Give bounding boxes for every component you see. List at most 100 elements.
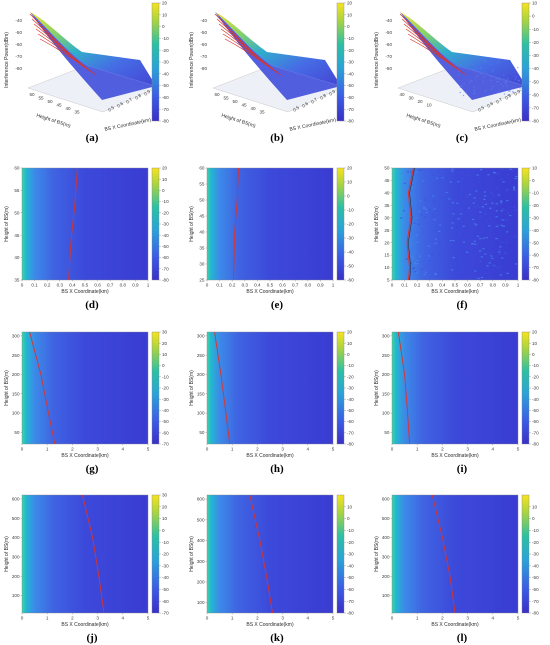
colorbar-tick-label: -10 — [347, 36, 354, 41]
x-tick-label: 0.1 — [216, 283, 223, 288]
colorbar-tick-label: 30 — [162, 330, 168, 335]
noise-speck — [500, 274, 502, 275]
noise-speck — [497, 81, 498, 82]
y-tick-label: 100 — [12, 593, 20, 598]
noise-speck — [412, 268, 414, 269]
x-tick-label: 0.5 — [267, 283, 274, 288]
colorbar-tick-label: 10 — [532, 166, 538, 171]
z-tick-label: -70 — [200, 54, 207, 59]
noise-speck — [496, 203, 498, 204]
panel-label: (j) — [87, 632, 98, 644]
z-tick-label: -80 — [15, 66, 22, 71]
noise-speck — [429, 260, 431, 261]
noise-speck — [468, 207, 470, 208]
noise-speck — [489, 208, 491, 209]
noise-speck — [506, 190, 508, 191]
colorbar-tick-label: -50 — [162, 419, 169, 424]
noise-speck — [427, 245, 429, 246]
noise-speck — [461, 189, 463, 190]
noise-speck — [515, 263, 517, 264]
colorbar-tick-label: -60 — [532, 587, 539, 592]
x-tick-label: 2 — [71, 616, 74, 621]
noise-speck — [458, 71, 459, 72]
noise-speck — [483, 199, 485, 200]
x-tick-label: 1 — [147, 283, 150, 288]
noise-speck — [519, 80, 520, 81]
y-tick-label: 30 — [199, 262, 205, 267]
noise-speck — [517, 67, 518, 68]
noise-speck — [474, 69, 475, 70]
noise-speck — [432, 214, 434, 215]
x-tick-label: 0.4 — [69, 283, 76, 288]
colorbar-tick-label: 10 — [532, 341, 538, 346]
noise-speck — [492, 86, 493, 87]
panel-label: (g) — [86, 463, 99, 475]
y-axis-label: Height of BS(m) — [220, 113, 256, 130]
x-tick-label: 2 — [256, 447, 259, 452]
noise-speck — [466, 171, 468, 172]
x-tick-label: 0.7 — [477, 283, 484, 288]
colorbar-tick-label: -40 — [532, 397, 539, 402]
noise-speck — [455, 194, 457, 195]
noise-speck — [506, 200, 508, 201]
heatmap-area — [22, 332, 148, 444]
z-axis-label: Interference Power(dBm) — [374, 32, 380, 88]
colorbar-tick-label: -40 — [532, 228, 539, 233]
colorbar-tick-label: -20 — [162, 552, 169, 557]
heatmap-area — [392, 495, 518, 613]
colorbar-tick-label: -60 — [347, 95, 354, 100]
noise-speck — [474, 197, 476, 198]
contour-line — [221, 29, 273, 69]
noise-speck — [491, 88, 492, 89]
x-tick-label: 2 — [71, 447, 74, 452]
colorbar-tick-label: -40 — [347, 250, 354, 255]
noise-speck — [460, 87, 461, 88]
noise-speck — [402, 187, 404, 188]
x-tick-label: 1 — [332, 283, 335, 288]
noise-speck — [411, 243, 413, 244]
noise-speck — [424, 274, 426, 275]
noise-speck — [504, 251, 506, 252]
colorbar-tick-label: 0 — [347, 24, 350, 29]
heatmap-area — [207, 332, 333, 444]
colorbar — [337, 168, 344, 280]
noise-speck — [459, 232, 461, 233]
y-tick-label: 200 — [382, 372, 390, 377]
noise-speck — [479, 238, 481, 239]
x-tick-label: 0.3 — [57, 283, 64, 288]
noise-speck — [463, 226, 465, 227]
z-tick-label: -80 — [385, 66, 392, 71]
colorbar-tick-label: 30 — [162, 493, 168, 498]
y-tick-label: 200 — [12, 372, 20, 377]
noise-speck — [407, 171, 409, 172]
noise-speck — [404, 262, 406, 263]
noise-speck — [466, 252, 468, 253]
noise-speck — [491, 76, 492, 77]
noise-speck — [491, 258, 493, 259]
z-tick-label: -60 — [15, 42, 22, 47]
noise-speck — [467, 175, 469, 176]
colorbar — [522, 168, 529, 280]
noise-speck — [455, 237, 457, 238]
noise-speck — [442, 177, 444, 178]
noise-speck — [450, 240, 452, 241]
x-axis-label: BS X Coordinate(km) — [61, 622, 109, 628]
colorbar-tick-label: 20 — [347, 1, 353, 6]
noise-speck — [439, 224, 441, 225]
y-tick-label: 40 — [399, 92, 405, 97]
noise-speck — [432, 195, 434, 196]
heatmap-area — [392, 332, 518, 444]
y-tick-label: 500 — [12, 516, 20, 521]
colorbar-tick-label: -60 — [532, 253, 539, 258]
colorbar-tick-label: 20 — [347, 330, 353, 335]
colorbar-tick-label: -30 — [532, 53, 539, 58]
colorbar-tick-label: 20 — [162, 166, 168, 171]
x-tick-label: 5 — [517, 616, 520, 621]
x-tick-label: 0.8 — [120, 283, 127, 288]
colorbar-tick-label: -10 — [162, 36, 169, 41]
colorbar-tick-label: -10 — [162, 540, 169, 545]
contour-line — [219, 24, 269, 66]
noise-speck — [476, 244, 478, 245]
noise-speck — [494, 172, 496, 173]
